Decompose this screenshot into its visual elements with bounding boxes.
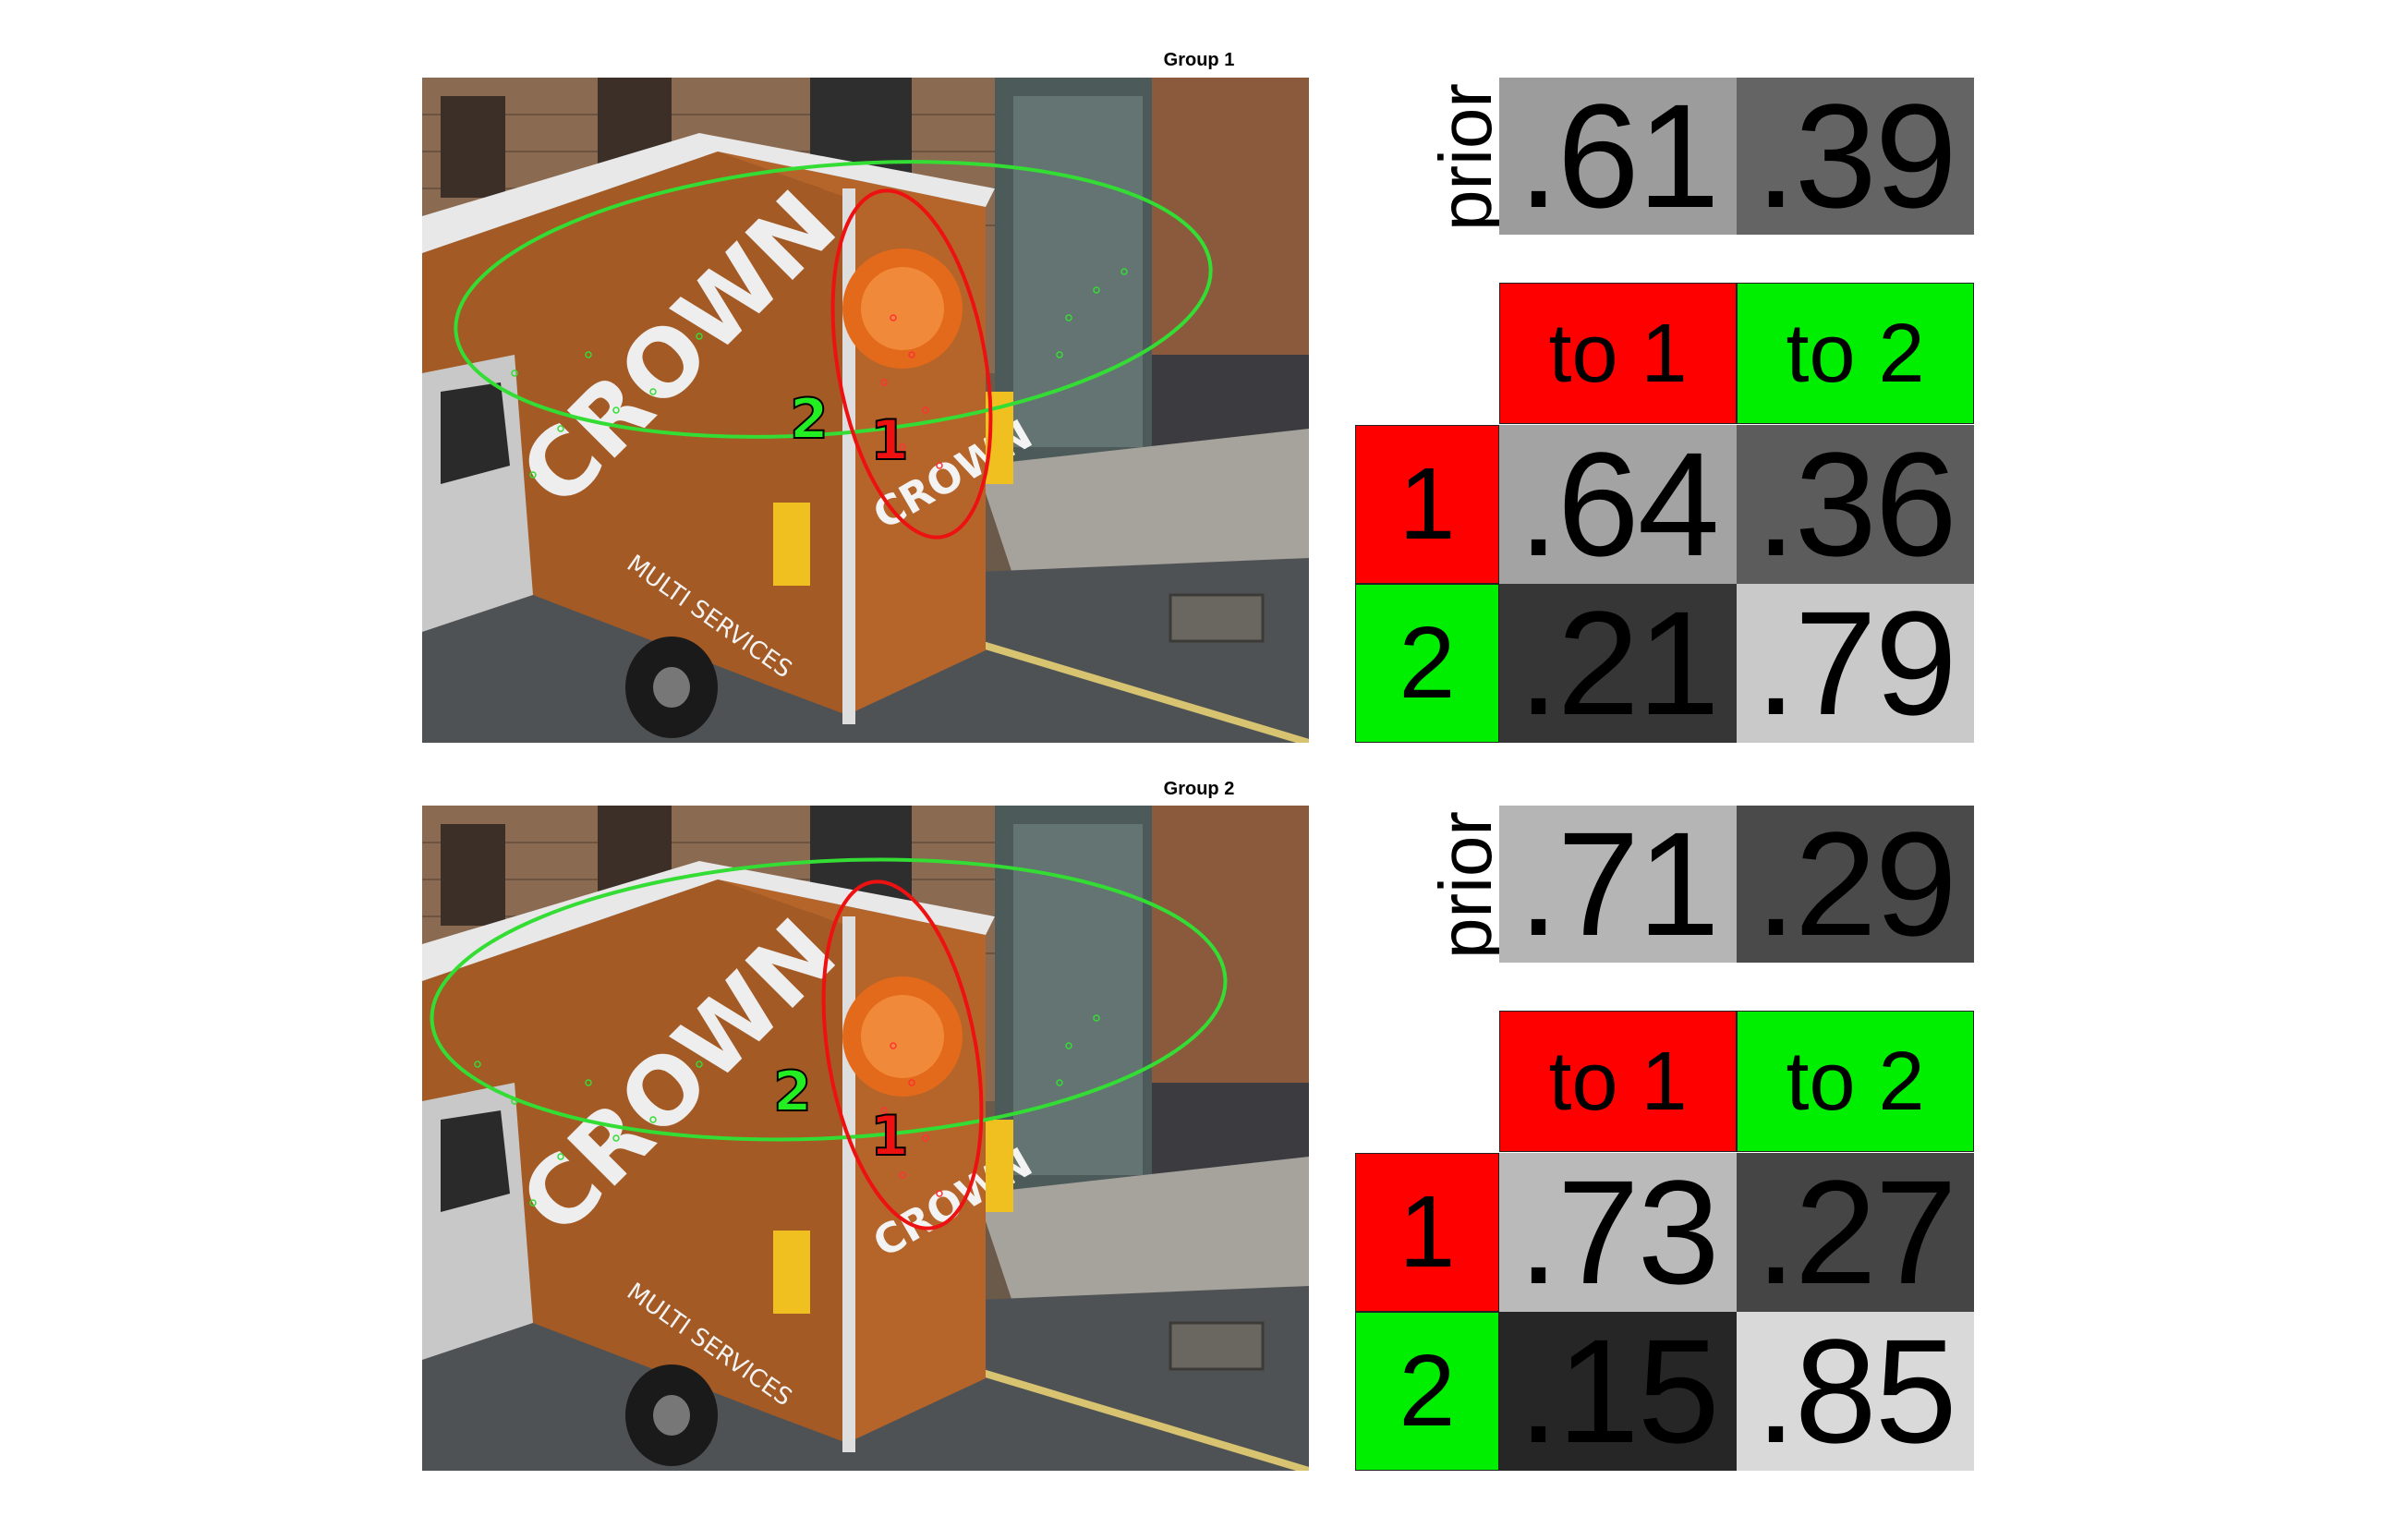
group-2-cell-2-to-2: .85	[1737, 1312, 1974, 1471]
group-2-cell-1-to-1: .73	[1499, 1153, 1737, 1312]
group-2-cell-1-to-2: .27	[1737, 1153, 1974, 1312]
state-1-ellipse	[830, 188, 993, 540]
group-1-scene-image: CROWN CROWN MULTI SERVICES 2 1	[422, 78, 1309, 743]
group-1-row-header-2: 2	[1355, 584, 1499, 743]
group-1-col-header-to-1: to 1	[1499, 283, 1737, 424]
group-2-title: Group 2	[1163, 779, 1235, 799]
group-1-cell-1-to-2: .36	[1737, 425, 1974, 584]
state-2-tag: 2	[773, 1060, 812, 1124]
group-2-prior-state-2: .29	[1737, 806, 1974, 963]
group-1-title: Group 1	[1163, 50, 1235, 70]
group-1-prior-state-1: .61	[1499, 78, 1737, 235]
group-2-cell-2-to-1: .15	[1499, 1312, 1737, 1471]
state-1-tag: 1	[870, 408, 909, 473]
state-1-ellipse	[821, 879, 984, 1231]
state-2-ellipse	[430, 857, 1228, 1142]
state-1-tag: 1	[870, 1104, 909, 1169]
group-2-row-header-2: 2	[1355, 1312, 1499, 1471]
group-2-prior-label: prior	[1424, 810, 1507, 960]
group-1-prior-state-2: .39	[1737, 78, 1974, 235]
group-1-row-header-1: 1	[1355, 425, 1499, 584]
state-2-tag: 2	[790, 387, 829, 452]
state-2-ellipse	[454, 160, 1213, 439]
group-1-col-header-to-2: to 2	[1737, 283, 1974, 424]
group-1-prior-label: prior	[1424, 82, 1507, 232]
group-1-cell-2-to-2: .79	[1737, 584, 1974, 743]
group-1-cell-2-to-1: .21	[1499, 584, 1737, 743]
group-1-cell-1-to-1: .64	[1499, 425, 1737, 584]
group-2-prior-state-1: .71	[1499, 806, 1737, 963]
group-2-col-header-to-2: to 2	[1737, 1011, 1974, 1152]
group-2-col-header-to-1: to 1	[1499, 1011, 1737, 1152]
group-2-row-header-1: 1	[1355, 1153, 1499, 1312]
group-2-scene-image: CROWN CROWN MULTI SERVICES 2 1	[422, 806, 1309, 1471]
